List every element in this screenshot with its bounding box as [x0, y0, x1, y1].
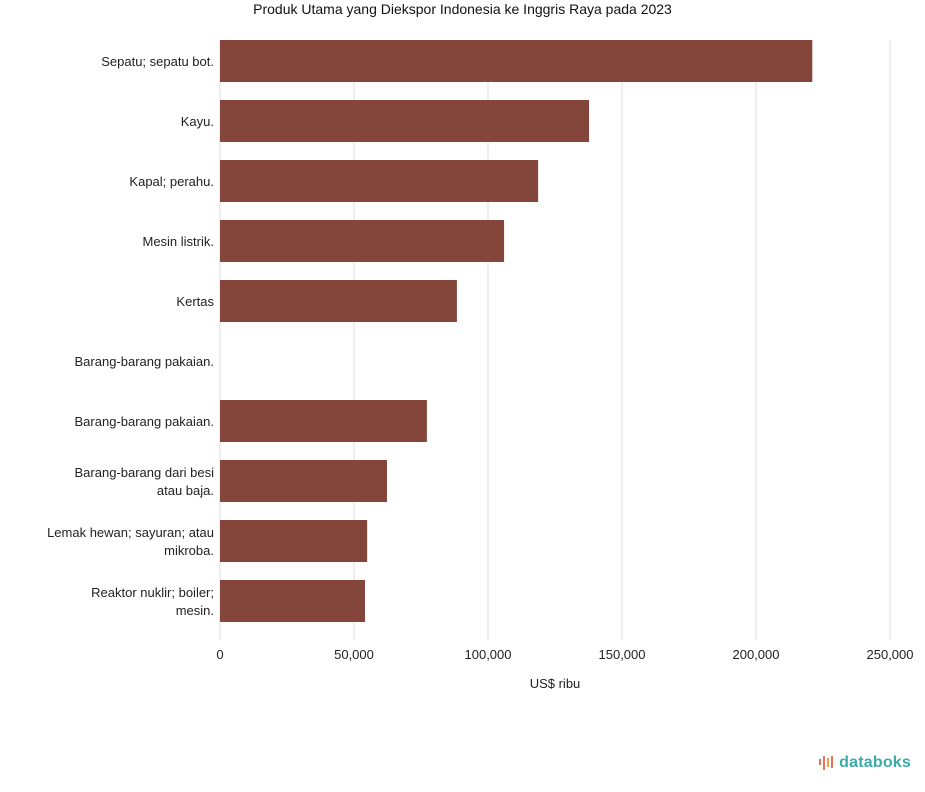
y-tick-label: Lemak hewan; sayuran; atau mikroba. [47, 525, 214, 558]
databoks-logo: databoks [818, 754, 911, 772]
bar [220, 160, 539, 202]
chart-title: Produk Utama yang Diekspor Indonesia ke … [253, 1, 672, 17]
bar [220, 220, 505, 262]
y-tick-label: Barang-barang dari besi atau baja. [75, 465, 215, 498]
y-tick-label: Barang-barang pakaian. [75, 414, 215, 429]
bar [220, 580, 365, 622]
y-tick-label: Mesin listrik. [142, 234, 214, 249]
x-tick-label: 0 [216, 647, 223, 662]
y-tick-label: Barang-barang pakaian. [75, 354, 215, 369]
y-tick-label: Kertas [176, 294, 214, 309]
bar [220, 100, 590, 142]
bar [220, 40, 813, 82]
y-tick-label: Kayu. [181, 114, 214, 129]
y-tick-label: Sepatu; sepatu bot. [101, 54, 214, 69]
bar [220, 460, 387, 502]
x-tick-label: 200,000 [733, 647, 780, 662]
y-tick-label: Reaktor nuklir; boiler; mesin. [91, 585, 214, 618]
databoks-logo-icon [819, 756, 834, 770]
bar [220, 280, 457, 322]
x-tick-label: 150,000 [599, 647, 646, 662]
x-tick-label: 100,000 [465, 647, 512, 662]
logo-text: databoks [839, 754, 911, 771]
bar [220, 520, 368, 562]
y-tick-label: Kapal; perahu. [129, 174, 214, 189]
x-tick-label: 50,000 [334, 647, 374, 662]
x-axis-label: US$ ribu [530, 676, 581, 691]
x-tick-label: 250,000 [867, 647, 914, 662]
bar [220, 400, 427, 442]
